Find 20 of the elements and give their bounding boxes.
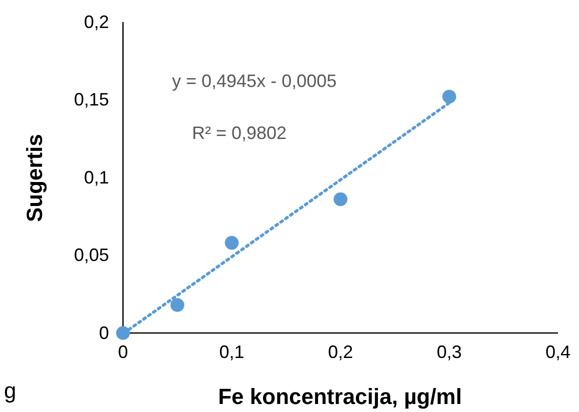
- x-tick-label: 0,3: [436, 342, 462, 362]
- point: [442, 90, 456, 104]
- x-tick-label: 0,4: [545, 342, 571, 362]
- y-axis-title: Sugertis: [22, 134, 47, 222]
- y-tick-label: 0,1: [84, 167, 109, 188]
- y-tick-label: 0,05: [74, 245, 109, 266]
- y-tick-label: 0,2: [84, 12, 109, 32]
- y-tick-label: 0: [98, 322, 109, 343]
- x-tick-label: 0,2: [328, 342, 354, 362]
- x-tick-label: 0,1: [219, 342, 244, 362]
- point: [334, 192, 348, 206]
- annotation: R² = 0,9802: [192, 123, 287, 143]
- y-tick-label: 0,15: [74, 90, 109, 110]
- point: [170, 298, 184, 312]
- text: g: [4, 378, 16, 403]
- x-tick-label: 0: [118, 342, 128, 362]
- x-axis-title: Fe koncentracija, µg/ml: [218, 384, 462, 409]
- point: [116, 326, 130, 340]
- point: [224, 236, 239, 250]
- annotation: y = 0,4945x - 0,0005: [172, 71, 337, 91]
